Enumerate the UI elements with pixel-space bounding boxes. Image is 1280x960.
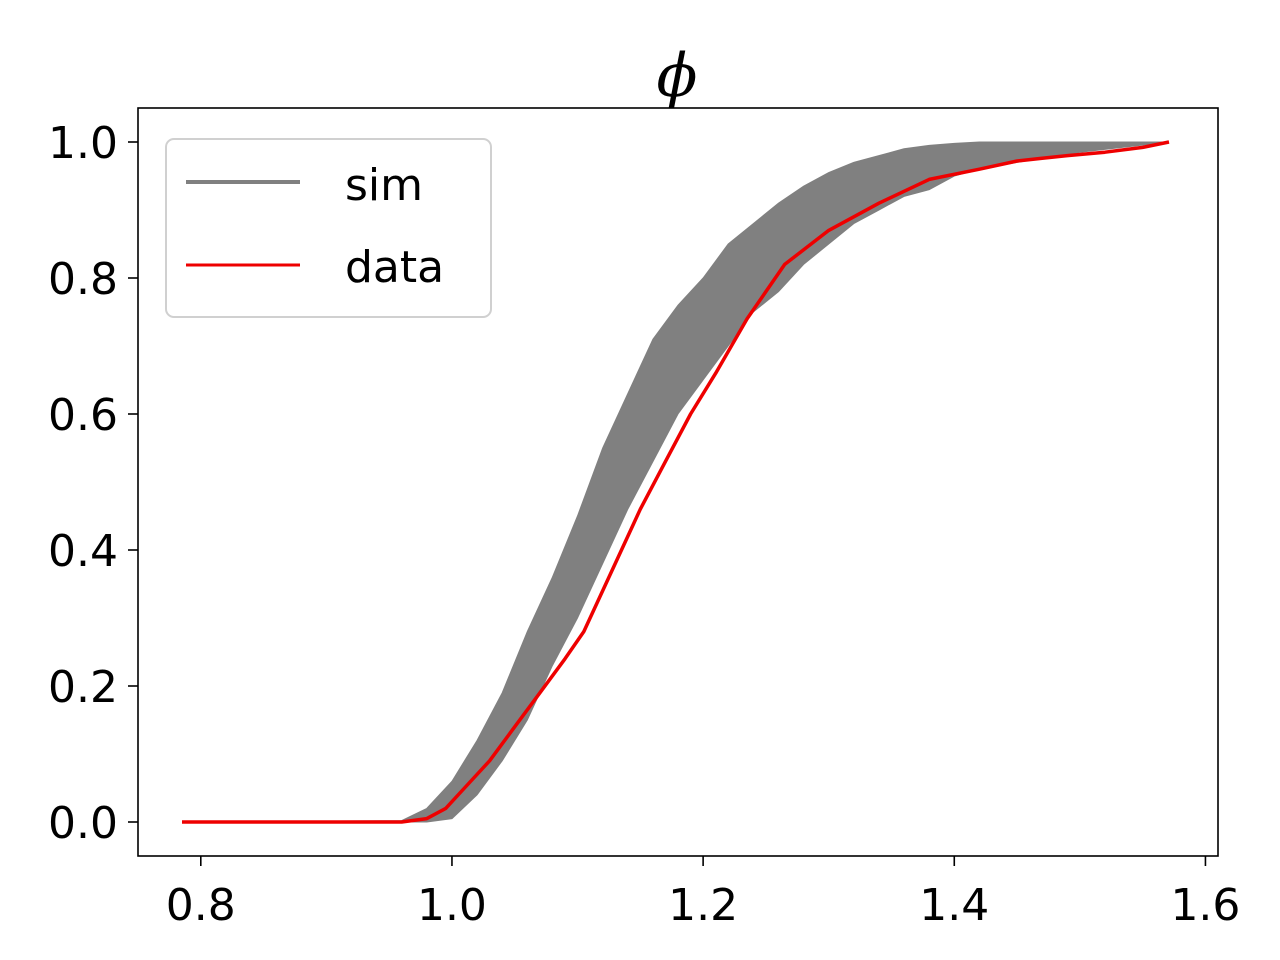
x-tick-label: 1.2 — [668, 880, 738, 931]
y-tick-label: 0.6 — [48, 390, 118, 441]
x-tick-label: 0.8 — [166, 880, 236, 931]
plot-frame — [137, 107, 1219, 857]
x-tick-label: 1.0 — [417, 880, 487, 931]
chart-title: ϕ — [657, 41, 698, 111]
series-line-data — [182, 140, 1170, 824]
y-tick-label: 0.0 — [48, 798, 118, 849]
x-tick-label: 1.4 — [919, 880, 989, 931]
legend: sim data — [165, 138, 492, 318]
x-tick-label: 1.6 — [1170, 880, 1240, 931]
y-tick-label: 1.0 — [48, 118, 118, 169]
y-tick-label: 0.4 — [48, 526, 118, 577]
legend-label-data: data — [345, 242, 444, 293]
y-tick-label: 0.8 — [48, 254, 118, 305]
y-tick-label: 0.2 — [48, 662, 118, 713]
legend-label-sim: sim — [345, 160, 423, 211]
